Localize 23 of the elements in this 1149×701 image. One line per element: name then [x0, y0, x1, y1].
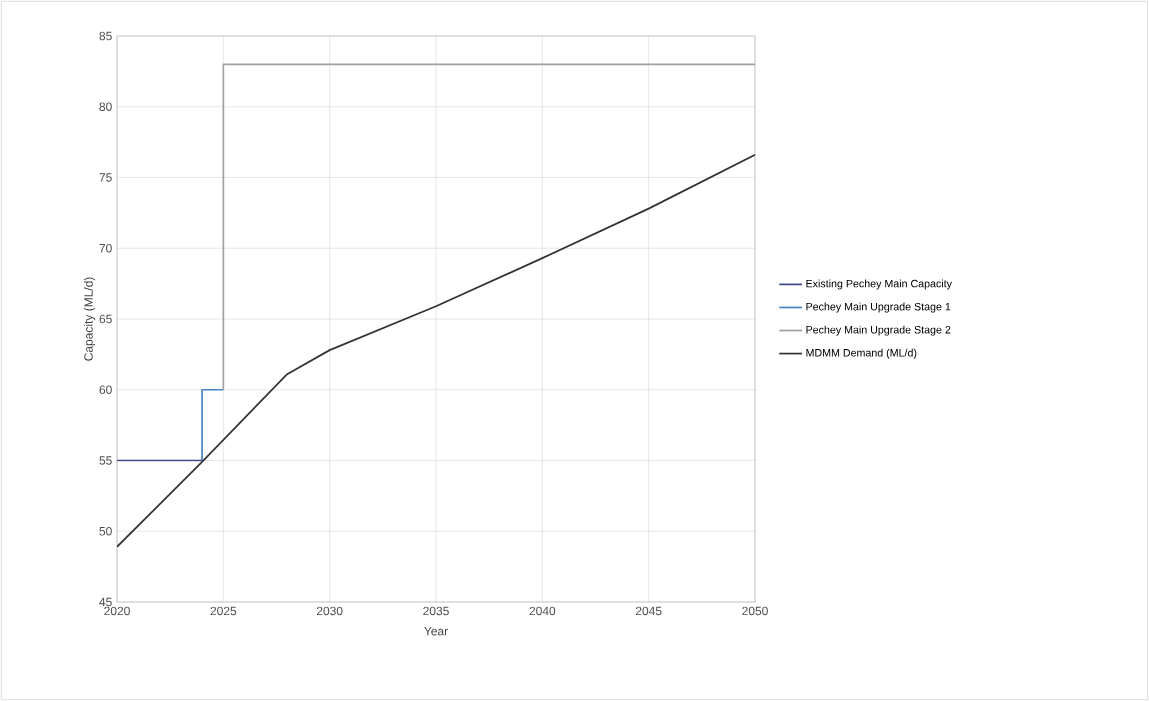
y-tick-label: 50 — [99, 526, 112, 536]
y-tick-label: 45 — [99, 597, 112, 607]
x-tick-label: 2020 — [104, 606, 130, 616]
x-tick-label: 2040 — [529, 606, 556, 616]
x-tick-label: 2045 — [635, 606, 662, 616]
y-tick-label: 60 — [99, 385, 112, 394]
legend-label: MDMM Demand (ML/d) — [806, 348, 917, 359]
x-tick-label: 2035 — [423, 606, 449, 616]
y-tick-label: 80 — [99, 102, 112, 111]
x-tick-label: 2030 — [316, 606, 343, 616]
legend-label: Pechey Main Upgrade Stage 2 — [806, 325, 951, 336]
y-tick-label: 70 — [99, 243, 112, 253]
line-series — [117, 153, 755, 548]
legend-label: Existing Pechey Main Capacity — [806, 279, 952, 290]
y-tick-label: 65 — [99, 314, 112, 324]
legend-label: Pechey Main Upgrade Stage 1 — [806, 302, 951, 313]
x-tick-label: 2025 — [210, 606, 237, 616]
y-axis-title: Capacity (ML/d) — [83, 277, 96, 361]
x-axis-title: Year — [424, 627, 448, 636]
y-tick-label: 75 — [99, 173, 112, 182]
x-tick-label: 2050 — [742, 606, 768, 616]
y-tick-label: 85 — [99, 31, 112, 41]
y-tick-label: 55 — [99, 456, 112, 465]
